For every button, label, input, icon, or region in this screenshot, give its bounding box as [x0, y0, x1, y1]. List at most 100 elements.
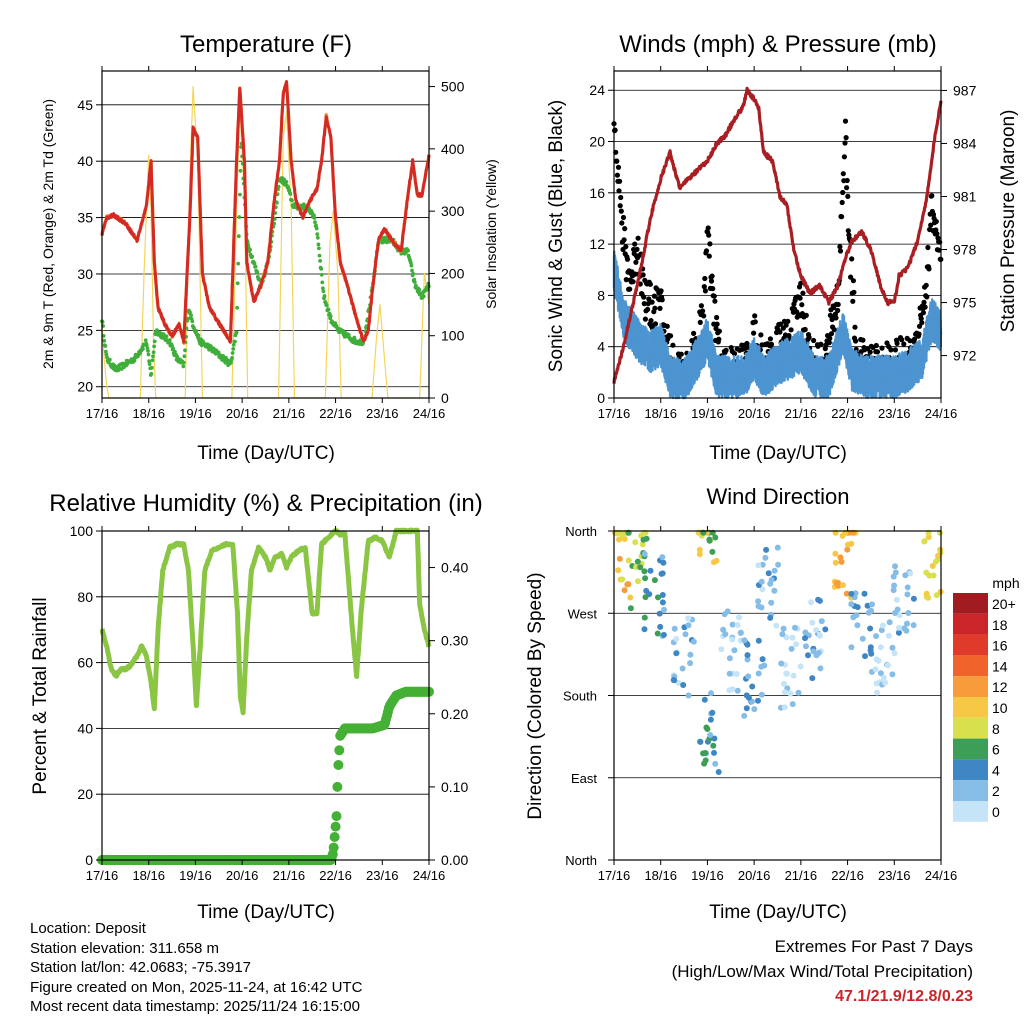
wind-y2tick-label: 984 — [953, 135, 977, 151]
temperature-y2tick-label: 100 — [441, 328, 465, 344]
temperature-xtick-label: 22/16 — [319, 406, 352, 421]
gust-point — [852, 324, 858, 330]
rh-ytick-label: 80 — [77, 589, 93, 605]
wind-direction-point — [656, 610, 663, 617]
gust-point — [758, 332, 764, 338]
legend-label: 2 — [992, 783, 1000, 799]
wind-direction-point — [755, 598, 762, 605]
wind-direction-point — [755, 562, 762, 569]
gust-point — [710, 286, 716, 292]
wind-direction-point — [932, 558, 939, 565]
gust-point — [641, 301, 647, 307]
wind-direction-point — [886, 619, 893, 626]
gust-point — [706, 232, 712, 238]
wind-direction-point — [654, 630, 661, 637]
wind-xtick-label: 22/16 — [831, 406, 864, 421]
wind-direction-point — [641, 614, 648, 621]
gust-point — [648, 318, 654, 324]
dewpoint-point — [152, 339, 157, 344]
gust-point — [701, 313, 707, 319]
wind-direction-point — [627, 605, 634, 612]
gust-point — [860, 337, 866, 343]
gust-point — [723, 347, 729, 353]
dewpoint-point — [284, 180, 289, 184]
wind-direction-point — [690, 638, 697, 645]
dewpoint-point — [409, 263, 414, 268]
wind-direction-point — [726, 655, 733, 662]
wind-direction-point — [634, 558, 641, 565]
dewpoint-point — [383, 235, 388, 240]
wind-direction-point — [708, 690, 714, 697]
direction-xtick-label: 18/16 — [644, 868, 677, 883]
wind-direction-point — [816, 597, 823, 604]
dewpoint-point — [236, 261, 241, 266]
temperature-xtick-label: 20/16 — [226, 406, 259, 421]
legend-swatch — [953, 717, 988, 739]
temperature-panel: Temperature (F) 20 25 30 35 40 45 0 100 200 300 40… — [40, 31, 499, 464]
gust-point — [646, 296, 652, 302]
wind-xtick-label: 19/16 — [691, 406, 724, 421]
legend-label: 10 — [992, 700, 1008, 716]
wind-direction-point — [734, 622, 741, 628]
temperature-xtick-label: 18/16 — [132, 406, 165, 421]
dewpoint-point — [147, 362, 152, 366]
temperature-xlabel: Time (Day/UTC) — [197, 443, 335, 464]
wind-direction-point — [641, 568, 648, 575]
wind-direction-point — [707, 716, 714, 723]
gust-point — [691, 330, 697, 336]
gust-point — [853, 346, 859, 352]
wind-direction-point — [809, 675, 816, 682]
gust-point — [828, 331, 835, 337]
legend-swatch — [953, 801, 988, 822]
wind-direction-point — [889, 671, 896, 678]
direction-xtick-label: 19/16 — [691, 868, 724, 883]
wind-direction-point — [703, 724, 710, 731]
gust-point — [705, 225, 711, 231]
temperature-2m-line — [100, 80, 431, 344]
wind-direction-point — [910, 622, 917, 629]
wind-direction-point — [833, 580, 840, 587]
rh-xtick-label: 17/16 — [86, 868, 119, 883]
wind-y2tick-label: 972 — [953, 348, 977, 364]
dewpoint-point — [322, 294, 327, 298]
wind-direction-point — [933, 592, 940, 599]
gust-point — [845, 228, 851, 234]
gust-point — [926, 266, 932, 272]
wind-xlabel: Time (Day/UTC) — [709, 443, 847, 464]
gust-point — [833, 315, 839, 321]
rh-ytick-label: 0 — [85, 852, 93, 868]
wind-xtick-label: 20/16 — [738, 406, 771, 421]
rh-ytick-label: 40 — [77, 720, 93, 736]
dewpoint-point — [151, 354, 155, 359]
wind-direction-point — [615, 567, 622, 574]
gust-point — [850, 298, 856, 304]
rh-xtick-label: 23/16 — [366, 868, 399, 883]
dewpoint-point — [230, 351, 235, 355]
dewpoint-point — [175, 354, 180, 359]
wind-direction-point — [896, 624, 902, 631]
dewpoint-point — [147, 359, 152, 364]
legend-swatch — [953, 613, 988, 635]
rh-xtick-label: 20/16 — [226, 868, 259, 883]
wind-direction-point — [758, 578, 765, 585]
dewpoint-point — [236, 234, 241, 239]
wind-direction-point — [736, 614, 742, 621]
gust-point — [799, 302, 805, 308]
gust-point — [712, 298, 718, 304]
gust-point — [651, 293, 658, 299]
gust-point — [835, 301, 841, 308]
dewpoint-point — [410, 268, 414, 273]
gust-point — [645, 301, 651, 307]
temperature-y2tick-label: 400 — [441, 141, 465, 157]
gust-point — [894, 340, 900, 346]
wind-direction-point — [890, 587, 897, 594]
wind-direction-point — [729, 636, 736, 643]
wind-direction-point — [643, 587, 650, 594]
wind-direction-point — [802, 635, 808, 642]
dewpoint-point — [253, 264, 258, 269]
wind-direction-point — [910, 595, 917, 602]
rh-xlabel: Time (Day/UTC) — [197, 902, 335, 923]
rh-y2tick-label: 0.30 — [441, 633, 468, 649]
legend-swatch — [953, 738, 988, 760]
wind-direction-point — [896, 612, 903, 619]
